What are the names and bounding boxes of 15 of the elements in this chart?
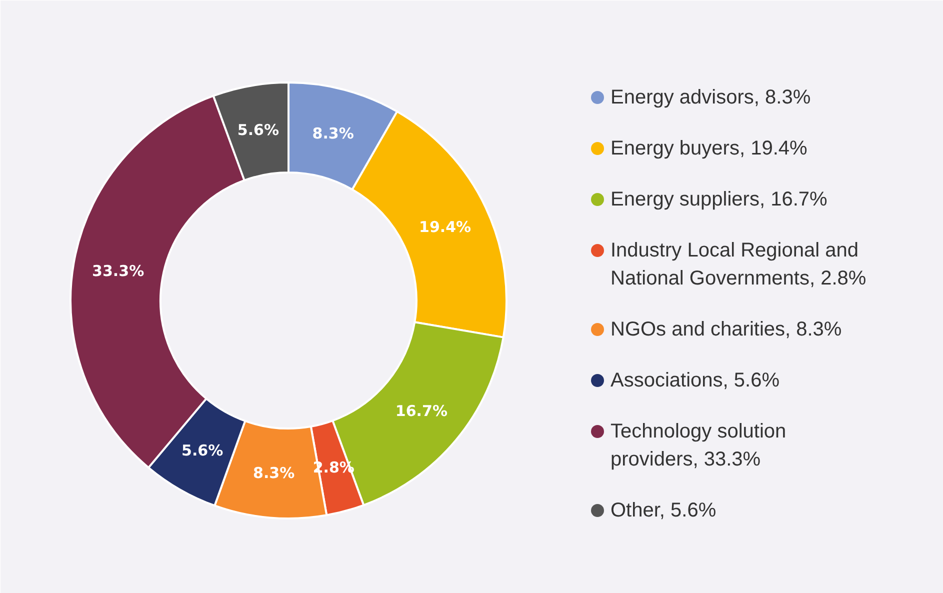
data-label: 8.3% <box>312 124 354 142</box>
legend-label: Technology solution providers, 33.3% <box>610 420 786 470</box>
legend-label: Energy advisors, 8.3% <box>610 86 811 108</box>
legend-label: Industry Local Regional and National Governments, 2.8% <box>610 240 866 290</box>
legend-label: Other, 5.6% <box>610 500 716 522</box>
data-label: 8.3% <box>253 464 295 482</box>
legend-label: Energy buyers, 19.4% <box>610 138 808 160</box>
legend-label: NGOs and charities, 8.3% <box>610 318 842 340</box>
data-label: 5.6% <box>237 121 280 140</box>
data-label: 33.3% <box>92 262 144 280</box>
data-label: 16.7% <box>395 402 448 420</box>
data-label: 19.4% <box>419 218 472 236</box>
data-label: 5.6% <box>182 442 224 460</box>
legend-label: Associations, 5.6% <box>610 370 780 392</box>
legend-label: Energy suppliers, 16.7% <box>610 188 828 210</box>
